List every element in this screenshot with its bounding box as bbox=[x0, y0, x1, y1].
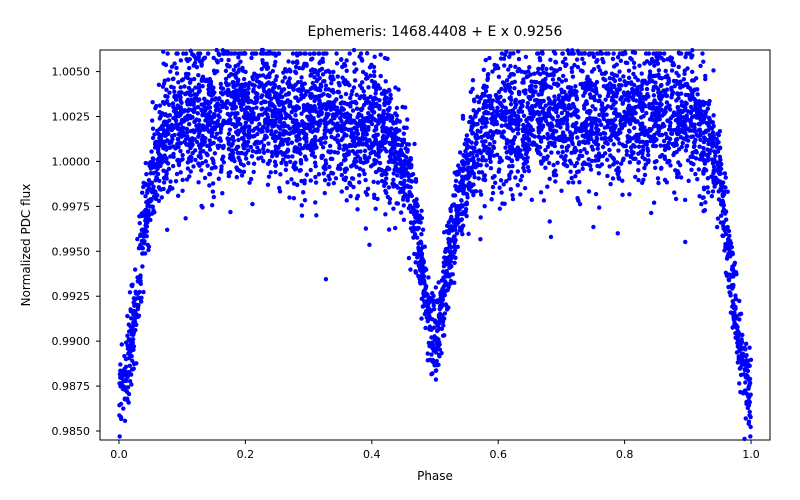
y-tick-label: 0.9850 bbox=[52, 425, 91, 438]
x-axis-label: Phase bbox=[417, 469, 453, 483]
y-tick-label: 0.9875 bbox=[52, 380, 91, 393]
y-tick-label: 0.9925 bbox=[52, 290, 91, 303]
x-tick-label: 0.8 bbox=[616, 448, 634, 461]
scatter-points bbox=[117, 48, 753, 441]
y-tick-label: 0.9950 bbox=[52, 245, 91, 258]
chart-svg: 0.0 0.2 0.4 0.6 0.8 1.0 0.9850 0.9875 0.9900 0.99… bbox=[0, 0, 800, 500]
y-tick-label: 1.0025 bbox=[52, 110, 91, 123]
light-curve-figure: 0.0 0.2 0.4 0.6 0.8 1.0 0.9850 0.9875 0.9900 0.99… bbox=[0, 0, 800, 500]
x-tick-label: 0.0 bbox=[110, 448, 128, 461]
y-axis-label: Normalized PDC flux bbox=[19, 184, 33, 307]
chart-title: Ephemeris: 1468.4408 + E x 0.9256 bbox=[308, 24, 563, 40]
y-tick-label: 0.9975 bbox=[52, 200, 91, 213]
y-tick-label: 1.0000 bbox=[52, 155, 91, 168]
x-tick-label: 0.2 bbox=[237, 448, 255, 461]
x-tick-label: 1.0 bbox=[742, 448, 760, 461]
y-tick-label: 0.9900 bbox=[52, 335, 91, 348]
y-tick-label: 1.0050 bbox=[52, 66, 91, 79]
x-tick-label: 0.4 bbox=[363, 448, 381, 461]
x-tick-label: 0.6 bbox=[489, 448, 507, 461]
